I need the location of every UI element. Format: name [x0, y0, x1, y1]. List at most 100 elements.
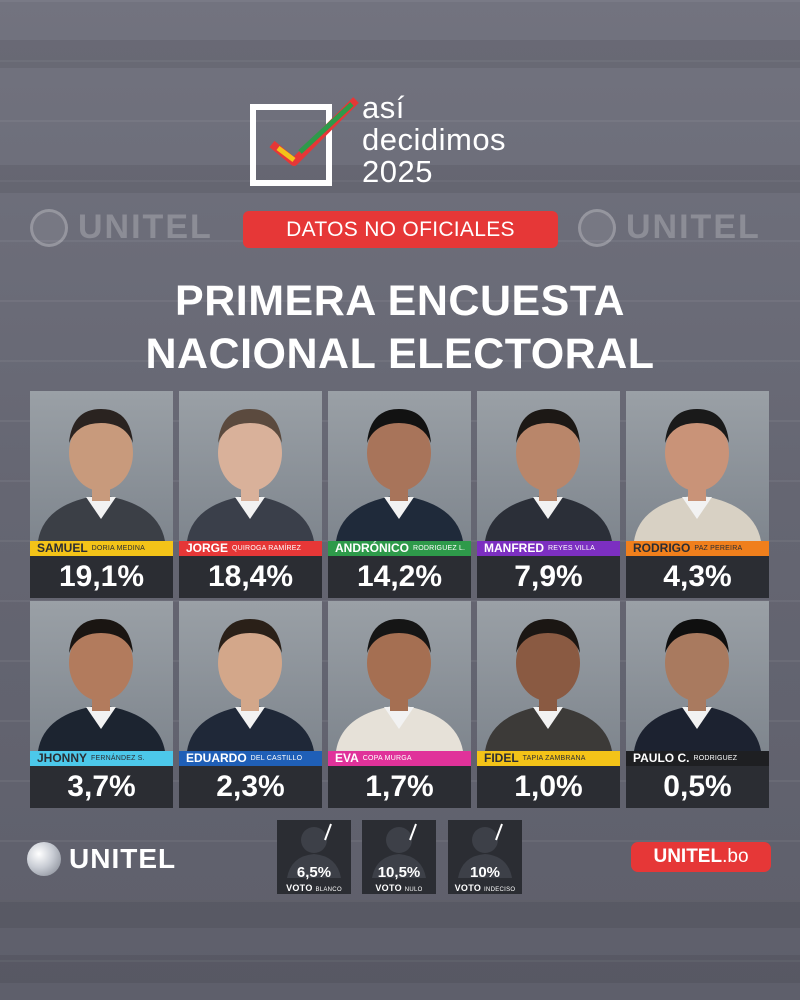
headline-line-1: PRIMERA ENCUESTA: [175, 277, 625, 325]
unitel-bo-badge[interactable]: UNITEL .bo: [631, 842, 771, 872]
logo-text: así decidimos 2025: [362, 92, 506, 188]
person-silhouette-icon: [362, 820, 436, 894]
candidate-percentage: 7,9%: [477, 556, 620, 598]
candidate-first-name: ANDRÓNICO: [335, 541, 409, 555]
candidate-surname: COPA MURGA: [362, 755, 412, 762]
candidate-percentage: 1,7%: [328, 766, 471, 808]
candidate-name-strip: SAMUEL DORIA MEDINA: [30, 541, 173, 556]
candidate-photo: [38, 619, 165, 751]
candidate-card: EVA COPA MURGA 1,7%: [328, 601, 471, 808]
candidate-percentage: 3,7%: [30, 766, 173, 808]
candidate-card: RODRIGO PAZ PEREIRA 4,3%: [626, 391, 769, 598]
candidate-first-name: JHONNY: [37, 751, 88, 765]
background-band: [0, 40, 800, 68]
candidate-first-name: EDUARDO: [186, 751, 247, 765]
vote-label: VOTO NULO: [362, 883, 436, 893]
person-silhouette-icon: [277, 820, 351, 894]
candidate-first-name: FIDEL: [484, 751, 519, 765]
headline-line-2: NACIONAL ELECTORAL: [145, 330, 655, 378]
vote-label-main: VOTO: [454, 883, 482, 893]
candidate-name-strip: JORGE QUIROGA RAMÍREZ: [179, 541, 322, 556]
candidate-photo: [187, 619, 314, 751]
candidate-first-name: RODRIGO: [633, 541, 691, 555]
logo-line-2: decidimos: [362, 122, 507, 157]
candidate-percentage: 2,3%: [179, 766, 322, 808]
person-silhouette-icon: [448, 820, 522, 894]
unitel-logo-text: UNITEL: [69, 843, 177, 874]
candidate-name-strip: JHONNY FERNÁNDEZ S.: [30, 751, 173, 766]
candidate-surname: DORIA MEDINA: [91, 545, 146, 552]
unitel-sphere-icon: [578, 208, 616, 247]
vote-item: 10% VOTO INDECISO: [448, 820, 522, 894]
vote-item: 10,5% VOTO NULO: [362, 820, 436, 894]
unofficial-data-badge: DATOS NO OFICIALES: [243, 211, 558, 248]
logo-line-1: así: [362, 90, 405, 125]
candidate-photo: [187, 409, 314, 541]
candidate-surname: FERNÁNDEZ S.: [91, 755, 145, 762]
vote-label: VOTO INDECISO: [448, 883, 522, 893]
unitel-sphere-icon: [27, 842, 61, 876]
candidate-first-name: MANFRED: [484, 541, 544, 555]
vote-label-main: VOTO: [286, 883, 313, 893]
vote-item: 6,5% VOTO BLANCO: [277, 820, 351, 894]
candidate-percentage: 18,4%: [179, 556, 322, 598]
background-band: [0, 165, 800, 193]
ballot-box-icon: [250, 104, 332, 186]
candidate-percentage: 14,2%: [328, 556, 471, 598]
candidate-surname: RODRIGUEZ L.: [413, 545, 466, 552]
vote-percentage: 6,5%: [296, 864, 332, 881]
candidate-photo: [634, 409, 761, 541]
vote-percentage: 10%: [469, 864, 501, 881]
candidate-card: EDUARDO DEL CASTILLO 2,3%: [179, 601, 322, 808]
page-title: PRIMERA ENCUESTA NACIONAL ELECTORAL: [0, 275, 800, 381]
candidate-photo: [485, 409, 612, 541]
candidate-percentage: 0,5%: [626, 766, 769, 808]
unitel-bo-bold: UNITEL: [653, 846, 723, 867]
candidate-card: FIDEL TAPIA ZAMBRANA 1,0%: [477, 601, 620, 808]
background-band: [0, 900, 800, 928]
vote-label: VOTO BLANCO: [277, 883, 351, 893]
vote-percentage: 10,5%: [377, 864, 421, 881]
candidate-card: JHONNY FERNÁNDEZ S. 3,7%: [30, 601, 173, 808]
candidate-percentage: 1,0%: [477, 766, 620, 808]
candidate-card: JORGE QUIROGA RAMÍREZ 18,4%: [179, 391, 322, 598]
watermark-right: UNITEL: [578, 208, 761, 247]
candidate-first-name: PAULO C.: [633, 751, 690, 765]
candidate-photo: [485, 619, 612, 751]
candidate-surname: RODRIGUEZ: [693, 755, 738, 762]
checkmark-icon: [269, 97, 359, 166]
background-band: [0, 955, 800, 983]
vote-label-sub: NULO: [404, 887, 423, 893]
candidate-name-strip: EVA COPA MURGA: [328, 751, 471, 766]
candidate-name-strip: EDUARDO DEL CASTILLO: [179, 751, 322, 766]
watermark-text: UNITEL: [78, 208, 213, 246]
candidate-name-strip: FIDEL TAPIA ZAMBRANA: [477, 751, 620, 766]
candidate-photo: [38, 409, 165, 541]
candidate-surname: DEL CASTILLO: [250, 755, 303, 762]
candidate-card: ANDRÓNICO RODRIGUEZ L. 14,2%: [328, 391, 471, 598]
candidate-surname: PAZ PEREIRA: [694, 545, 743, 552]
candidate-photo: [336, 619, 463, 751]
candidate-photo: [336, 409, 463, 541]
candidate-percentage: 19,1%: [30, 556, 173, 598]
unitel-logo: UNITEL: [27, 842, 176, 876]
candidate-surname: TAPIA ZAMBRANA: [522, 755, 586, 762]
candidate-photo: [634, 619, 761, 751]
candidate-surname: QUIROGA RAMÍREZ: [232, 545, 302, 552]
vote-label-main: VOTO: [375, 883, 402, 893]
candidate-name-strip: RODRIGO PAZ PEREIRA: [626, 541, 769, 556]
candidate-first-name: EVA: [335, 751, 359, 765]
candidate-first-name: JORGE: [186, 541, 229, 555]
asi-decidimos-logo: así decidimos 2025: [250, 92, 550, 192]
candidate-name-strip: MANFRED REYES VILLA: [477, 541, 620, 556]
watermark-text: UNITEL: [626, 208, 761, 246]
logo-line-3: 2025: [362, 154, 433, 189]
vote-label-sub: INDECISO: [483, 887, 516, 893]
candidate-card: PAULO C. RODRIGUEZ 0,5%: [626, 601, 769, 808]
candidate-card: SAMUEL DORIA MEDINA 19,1%: [30, 391, 173, 598]
watermark-left: UNITEL: [30, 208, 213, 247]
candidate-first-name: SAMUEL: [37, 541, 88, 555]
vote-label-sub: BLANCO: [315, 887, 342, 893]
candidate-name-strip: ANDRÓNICO RODRIGUEZ L.: [328, 541, 471, 556]
unitel-sphere-icon: [30, 208, 68, 247]
